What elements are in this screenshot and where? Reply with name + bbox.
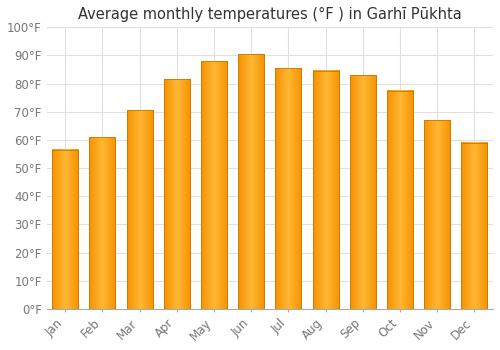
- Bar: [164, 79, 190, 309]
- Bar: [90, 137, 116, 309]
- Bar: [276, 68, 301, 309]
- Bar: [126, 110, 152, 309]
- Bar: [462, 143, 487, 309]
- Bar: [424, 120, 450, 309]
- Bar: [387, 91, 413, 309]
- Bar: [201, 61, 227, 309]
- Bar: [238, 54, 264, 309]
- Bar: [312, 71, 338, 309]
- Title: Average monthly temperatures (°F ) in Garhī Pūkhta: Average monthly temperatures (°F ) in Ga…: [78, 7, 462, 22]
- Bar: [52, 150, 78, 309]
- Bar: [350, 75, 376, 309]
